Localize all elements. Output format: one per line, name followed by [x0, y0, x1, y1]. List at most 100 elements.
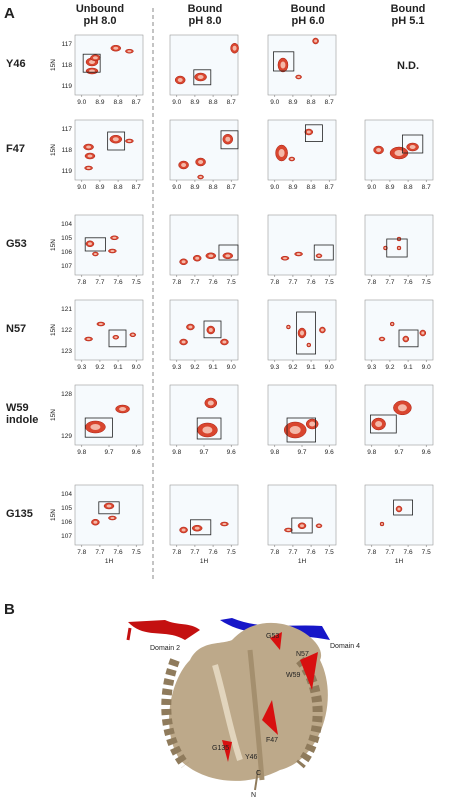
- x-tick-label: 8.7: [325, 99, 334, 106]
- peak-core: [222, 523, 227, 525]
- structure-label: F47: [266, 737, 278, 744]
- highlight-box: [82, 53, 101, 73]
- x-tick-label: 7.7: [190, 279, 199, 286]
- peak-core: [202, 426, 213, 434]
- x-axis-label: 1H: [200, 558, 209, 565]
- peak-core: [280, 61, 286, 69]
- y-tick-label: 121: [61, 306, 72, 313]
- peak-core: [181, 163, 187, 167]
- peak-core: [131, 333, 135, 336]
- x-tick-label: 8.8: [307, 99, 316, 106]
- peak-core: [397, 507, 401, 511]
- peak-core: [225, 254, 231, 258]
- x-tick-label: 8.9: [288, 184, 297, 191]
- x-tick-label: 7.5: [132, 549, 141, 556]
- x-tick-label: 8.9: [288, 99, 297, 106]
- y-tick-label: 107: [61, 533, 72, 540]
- x-tick-label: 8.7: [132, 184, 141, 191]
- spectrum-panel: [267, 484, 337, 546]
- y-axis-label: 15N: [50, 509, 57, 521]
- x-tick-label: 8.7: [227, 184, 236, 191]
- peak-core: [177, 78, 183, 82]
- peak-core: [290, 158, 294, 160]
- x-tick-label: 9.0: [270, 184, 279, 191]
- x-tick-label: 8.9: [95, 184, 104, 191]
- peak-core: [404, 337, 408, 341]
- structure-label: G53: [266, 633, 279, 640]
- highlight-box: [273, 51, 295, 72]
- x-tick-label: 8.8: [114, 184, 123, 191]
- x-tick-label: 9.0: [172, 184, 181, 191]
- y-axis-label: 15N: [50, 59, 57, 71]
- peak-core: [320, 328, 324, 332]
- peak-core: [409, 145, 416, 149]
- x-tick-label: 7.7: [288, 279, 297, 286]
- peak-core: [207, 400, 214, 406]
- peak-core: [92, 56, 98, 60]
- x-tick-label: 9.8: [270, 449, 279, 456]
- not-determined: N.D.: [397, 60, 419, 72]
- spectrum-panel: [74, 484, 144, 546]
- x-tick-label: 7.5: [422, 279, 431, 286]
- peak-core: [380, 338, 384, 340]
- structure-label: G135: [212, 745, 229, 752]
- x-tick-label: 7.8: [270, 549, 279, 556]
- x-tick-label: 7.5: [227, 279, 236, 286]
- x-tick-label: 9.8: [172, 449, 181, 456]
- peak-core: [110, 250, 115, 252]
- peak-core: [300, 330, 304, 336]
- peak-core: [225, 136, 231, 142]
- peak-core: [188, 325, 193, 329]
- x-axis-label: 1H: [105, 558, 114, 565]
- x-tick-label: 7.6: [209, 279, 218, 286]
- peak-core: [375, 421, 383, 427]
- column-header: Bound: [188, 3, 223, 15]
- highlight-box: [370, 414, 397, 434]
- peak-core: [194, 526, 200, 530]
- peak-core: [181, 340, 186, 344]
- peak-core: [93, 253, 97, 255]
- spectrum-panel: [169, 34, 239, 96]
- y-axis-label: 15N: [50, 324, 57, 336]
- highlight-box: [98, 501, 120, 515]
- x-tick-label: 8.7: [227, 99, 236, 106]
- peak-core: [106, 504, 112, 508]
- x-tick-label: 9.3: [367, 364, 376, 371]
- x-tick-label: 8.9: [95, 99, 104, 106]
- structure-label: Domain 4: [330, 643, 360, 650]
- highlight-box: [304, 124, 323, 143]
- peak-core: [114, 336, 118, 339]
- peak-core: [197, 75, 204, 79]
- x-tick-label: 8.7: [325, 184, 334, 191]
- panel-b-label: B: [4, 601, 15, 618]
- peak-core: [421, 331, 425, 335]
- x-tick-label: 9.3: [77, 364, 86, 371]
- highlight-box: [386, 238, 408, 258]
- x-tick-label: 7.8: [77, 549, 86, 556]
- peak-core: [307, 344, 310, 346]
- spectrum-panel: [169, 119, 239, 181]
- x-tick-label: 9.3: [270, 364, 279, 371]
- x-tick-label: 8.8: [404, 184, 413, 191]
- structure-label: N: [251, 792, 256, 799]
- peak-core: [181, 528, 186, 532]
- x-tick-label: 9.2: [190, 364, 199, 371]
- x-tick-label: 7.8: [367, 549, 376, 556]
- y-tick-label: 122: [61, 327, 72, 334]
- x-tick-label: 8.9: [190, 184, 199, 191]
- peak-core: [287, 326, 290, 328]
- x-tick-label: 7.7: [190, 549, 199, 556]
- x-tick-label: 7.5: [422, 549, 431, 556]
- structure-label: N57: [296, 651, 309, 658]
- x-tick-label: 9.2: [95, 364, 104, 371]
- x-tick-label: 9.6: [422, 449, 431, 456]
- x-tick-label: 7.8: [172, 549, 181, 556]
- x-tick-label: 8.7: [422, 184, 431, 191]
- structure-label: W59: [286, 672, 301, 679]
- peak-core: [127, 50, 132, 53]
- x-tick-label: 9.7: [394, 449, 403, 456]
- highlight-box: [189, 519, 212, 536]
- x-tick-label: 7.7: [288, 549, 297, 556]
- highlight-box: [84, 237, 106, 252]
- x-tick-label: 8.8: [209, 99, 218, 106]
